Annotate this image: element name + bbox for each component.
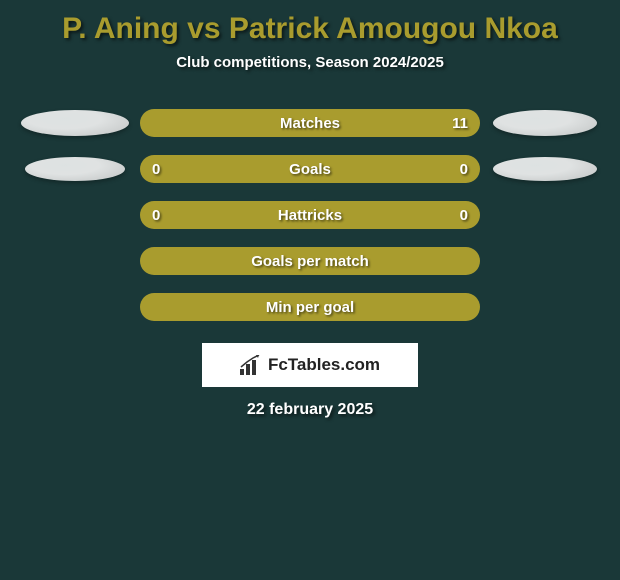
stat-bar: Matches11 — [140, 109, 480, 137]
stat-row: Matches11 — [0, 109, 620, 137]
page-title: P. Aning vs Patrick Amougou Nkoa — [0, 8, 620, 54]
stat-row: 0Hattricks0 — [0, 201, 620, 229]
stat-label: Min per goal — [140, 299, 480, 316]
left-ellipse — [21, 110, 129, 136]
right-ellipse-slot — [480, 157, 610, 181]
comparison-container: P. Aning vs Patrick Amougou Nkoa Club co… — [0, 0, 620, 419]
stat-row: 0Goals0 — [0, 155, 620, 183]
stat-bar: Goals per match — [140, 247, 480, 275]
left-ellipse — [25, 157, 125, 181]
right-ellipse — [493, 157, 597, 181]
stat-right-value: 11 — [452, 115, 468, 132]
date-line: 22 february 2025 — [0, 401, 620, 419]
stat-label: Goals — [140, 161, 480, 178]
stat-label: Hattricks — [140, 207, 480, 224]
stat-rows: Matches110Goals00Hattricks0Goals per mat… — [0, 109, 620, 321]
stat-label: Matches — [140, 115, 480, 132]
stat-label: Goals per match — [140, 253, 480, 270]
stat-row: Goals per match — [0, 247, 620, 275]
page-subtitle: Club competitions, Season 2024/2025 — [0, 54, 620, 71]
right-ellipse — [493, 110, 597, 136]
stat-row: Min per goal — [0, 293, 620, 321]
logo-box: FcTables.com — [202, 343, 418, 387]
stat-bar: Min per goal — [140, 293, 480, 321]
chart-icon — [240, 355, 262, 375]
stat-bar: 0Hattricks0 — [140, 201, 480, 229]
stat-right-value: 0 — [460, 161, 468, 178]
right-ellipse-slot — [480, 110, 610, 136]
left-ellipse-slot — [10, 110, 140, 136]
left-ellipse-slot — [10, 157, 140, 181]
stat-right-value: 0 — [460, 207, 468, 224]
stat-bar: 0Goals0 — [140, 155, 480, 183]
logo-text: FcTables.com — [268, 355, 380, 375]
